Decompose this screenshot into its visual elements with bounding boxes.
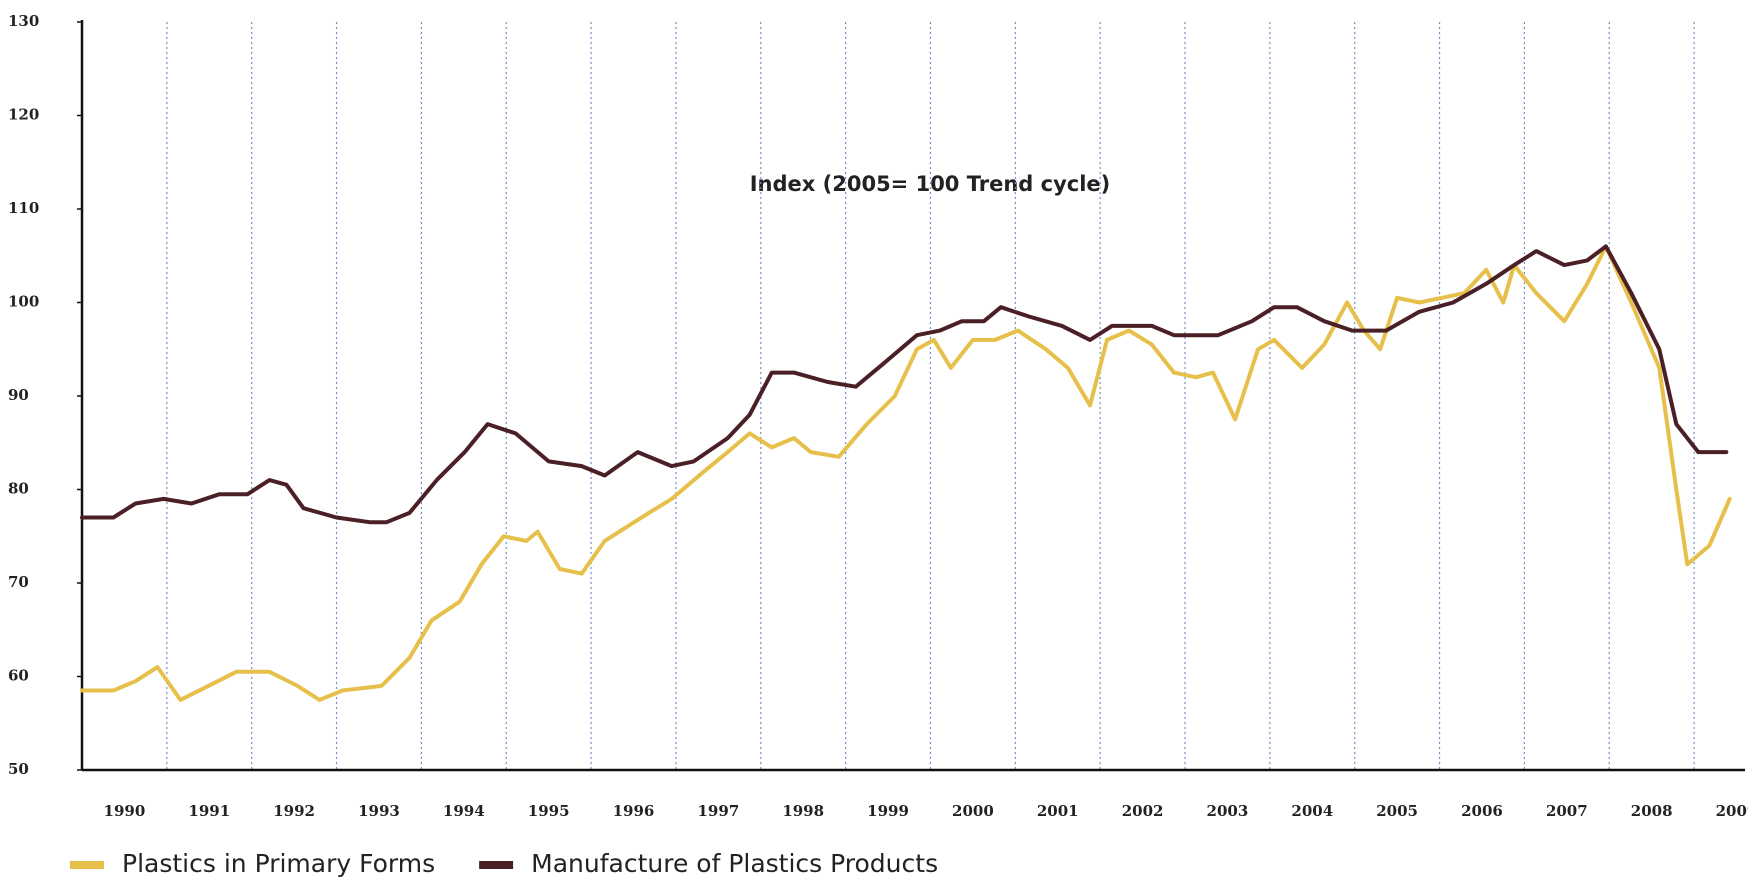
x-tick-label: 2009 (1716, 802, 1748, 820)
y-tick-label: 50 (8, 760, 29, 778)
x-tick-label: 1992 (273, 802, 315, 820)
x-tick-label: 2005 (1376, 802, 1418, 820)
legend-swatch (70, 861, 104, 869)
series-line (80, 244, 1729, 525)
x-tick-label: 1993 (358, 802, 400, 820)
x-tick-label: 2000 (952, 802, 994, 820)
x-tick-label: 2007 (1546, 802, 1588, 820)
x-tick-label: 1995 (528, 802, 570, 820)
legend-label: Plastics in Primary Forms (122, 849, 435, 878)
x-tick-label: 1991 (188, 802, 230, 820)
x-tick-label: 1997 (697, 802, 739, 820)
x-tick-label: 2002 (1122, 802, 1164, 820)
y-tick-label: 110 (8, 199, 39, 217)
x-tick-label: 1996 (613, 802, 655, 820)
y-tick-label: 130 (8, 12, 39, 30)
x-tick-label: 2001 (1037, 802, 1079, 820)
y-tick-label: 120 (8, 106, 39, 124)
x-tick-label: 1999 (867, 802, 909, 820)
y-tick-label: 90 (8, 386, 29, 404)
x-tick-label: 1998 (782, 802, 824, 820)
x-tick-label: 1990 (104, 802, 146, 820)
y-tick-label: 100 (8, 293, 39, 311)
y-tick-label: 60 (8, 667, 29, 685)
series-line (80, 244, 1732, 702)
x-tick-label: 2006 (1461, 802, 1503, 820)
x-tick-label: 2003 (1207, 802, 1249, 820)
legend-swatch (479, 861, 514, 869)
legend-label: Manufacture of Plastics Products (531, 849, 938, 878)
y-tick-label: 80 (8, 480, 29, 498)
x-tick-label: 1994 (443, 802, 485, 820)
x-tick-label: 2004 (1291, 802, 1333, 820)
x-tick-label: 2008 (1631, 802, 1673, 820)
y-tick-label: 70 (8, 573, 29, 591)
